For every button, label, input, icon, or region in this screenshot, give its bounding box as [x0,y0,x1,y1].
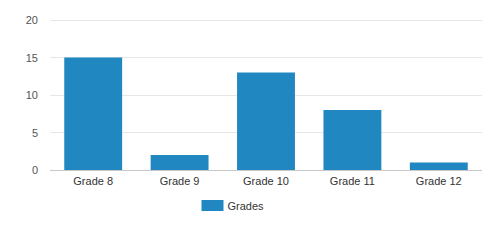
y-tick-label: 0 [32,164,38,176]
y-tick-label: 15 [26,52,38,64]
chart-svg: 0 5 10 15 20 Grade 8 Grade 9 Grade 10 Grade 11 Gr… [0,0,503,228]
grid-line [50,20,482,21]
bar [237,73,295,171]
chart-container: 0 5 10 15 20 Grade 8 Grade 9 Grade 10 Grade 11 Gr… [0,0,503,228]
y-tick-label: 20 [26,14,38,26]
bars [64,58,467,171]
x-tick-label: Grade 10 [243,175,289,187]
legend-swatch [202,200,224,211]
x-tick-label: Grade 9 [160,175,200,187]
y-tick-label: 10 [26,89,38,101]
x-tick-label: Grade 12 [416,175,462,187]
bar [151,155,209,170]
bar [410,163,468,171]
legend: Grades [202,200,265,212]
x-tick-label: Grade 11 [330,175,375,187]
bar [323,110,381,170]
legend-label: Grades [228,200,265,212]
y-tick-label: 5 [32,127,38,139]
bar [64,58,122,171]
x-tick-label: Grade 8 [73,175,113,187]
